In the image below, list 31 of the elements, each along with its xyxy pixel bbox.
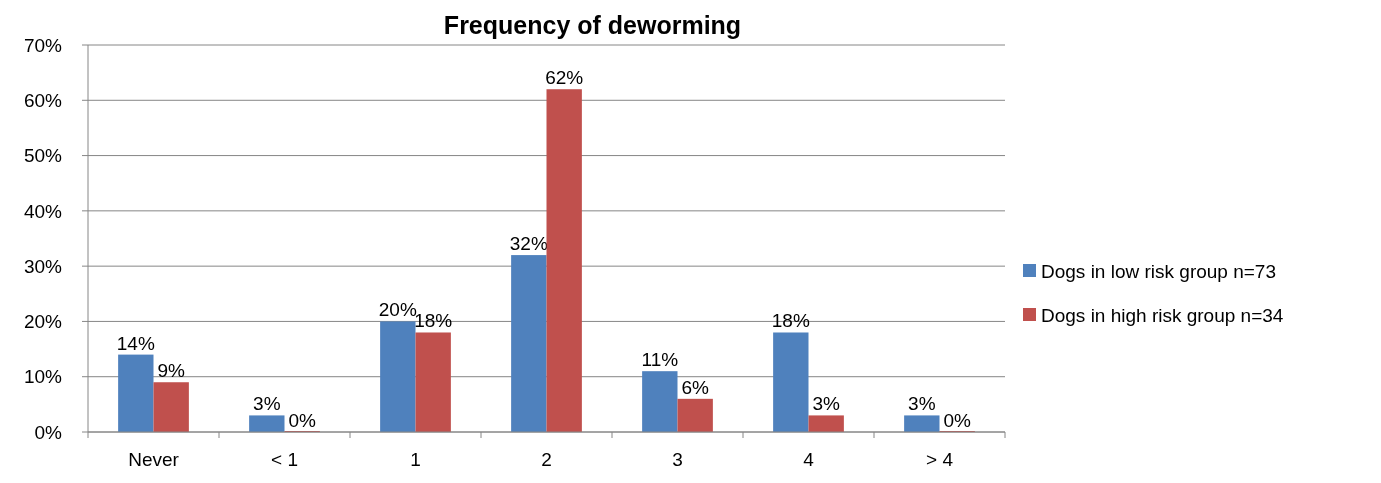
x-tick-label: 4	[803, 449, 815, 470]
data-label: 62%	[545, 67, 584, 89]
data-label: 32%	[509, 233, 548, 255]
x-tick-label: 1	[410, 449, 421, 470]
x-tick-label: 3	[672, 449, 683, 470]
data-label: 11%	[641, 349, 679, 371]
legend-label: Dogs in high risk group n=34	[1041, 304, 1284, 326]
x-tick-label: > 4	[926, 449, 954, 470]
y-tick-label: 10%	[23, 366, 63, 388]
x-tick-label: Never	[128, 449, 180, 470]
x-tick-label: 2	[541, 449, 552, 470]
y-tick-label: 40%	[23, 200, 63, 222]
data-label: 6%	[681, 376, 710, 398]
data-label: 20%	[378, 299, 417, 321]
chart-title: Frequency of deworming	[443, 11, 742, 39]
data-label: 9%	[157, 360, 186, 382]
data-label: 3%	[908, 393, 936, 415]
legend-label: Dogs in low risk group n=73	[1041, 260, 1276, 282]
data-label: 0%	[943, 410, 972, 431]
y-tick-label: 30%	[23, 255, 63, 277]
data-label: 3%	[253, 393, 281, 415]
y-tick-label: 60%	[23, 89, 63, 111]
data-label: 14%	[116, 332, 155, 354]
y-tick-label: 20%	[23, 311, 63, 333]
data-label: 18%	[771, 310, 810, 332]
y-tick-label: 50%	[23, 145, 63, 167]
x-tick-label: < 1	[271, 449, 298, 470]
y-tick-label: 0%	[34, 421, 63, 443]
data-label: 0%	[288, 410, 317, 431]
data-label: 3%	[812, 393, 841, 415]
y-tick-label: 70%	[23, 34, 63, 56]
